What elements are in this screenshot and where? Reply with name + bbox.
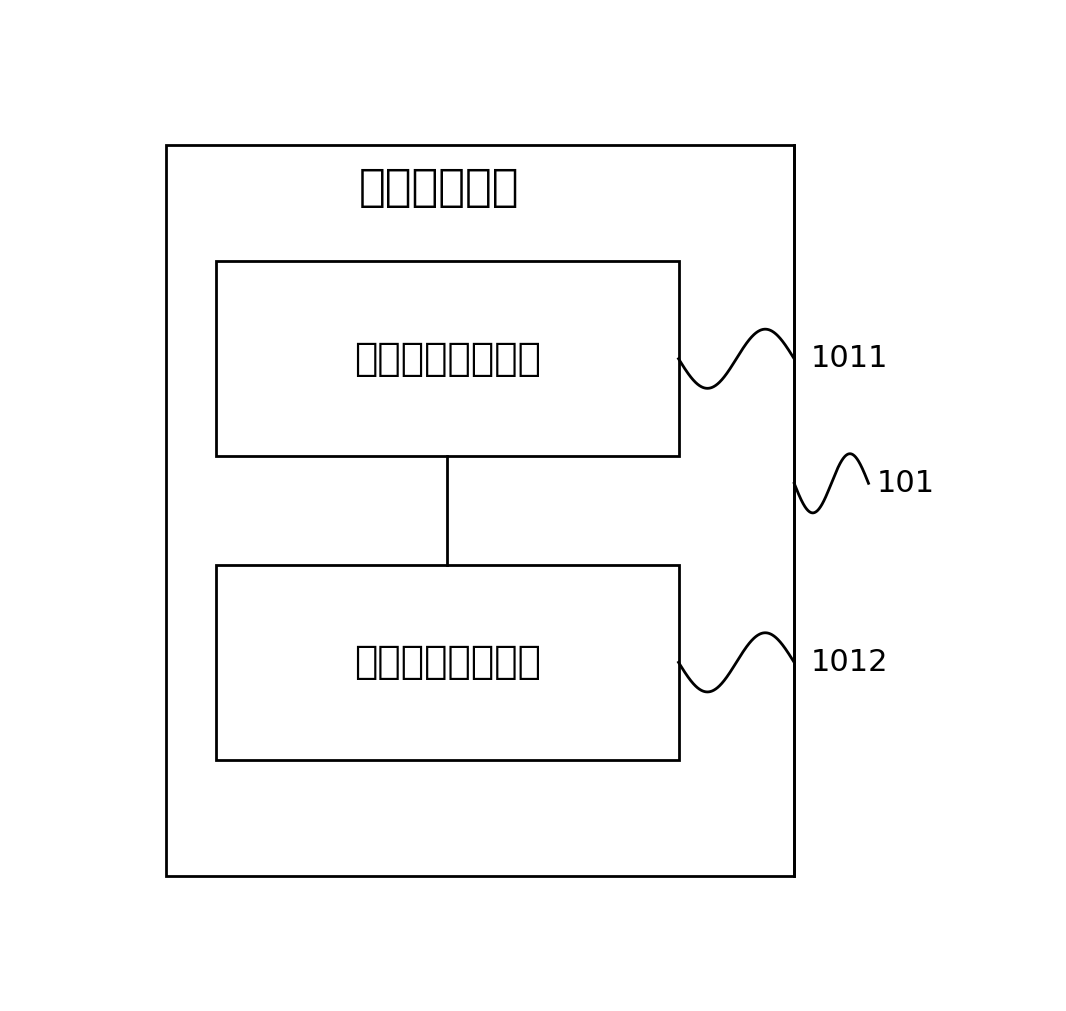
Text: 101: 101 xyxy=(876,469,935,497)
Text: 数据采集模块: 数据采集模块 xyxy=(358,166,519,209)
Text: 腿部姿势采集单元: 腿部姿势采集单元 xyxy=(354,643,540,681)
Text: 膝关节传感器单元: 膝关节传感器单元 xyxy=(354,340,540,378)
Bar xyxy=(215,565,679,759)
Text: 1011: 1011 xyxy=(810,345,888,373)
Bar xyxy=(215,262,679,456)
Bar xyxy=(166,145,794,877)
Text: 1012: 1012 xyxy=(810,648,888,676)
